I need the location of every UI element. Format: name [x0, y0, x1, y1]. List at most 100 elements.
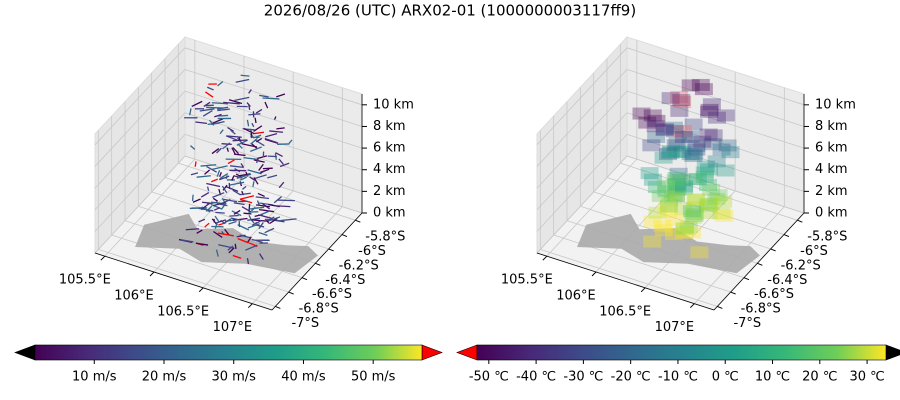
- voxel: [709, 189, 728, 202]
- wind-segment: [223, 101, 240, 105]
- wind-segment: [239, 176, 247, 181]
- wind-segment: [204, 222, 210, 228]
- voxel: [643, 235, 662, 248]
- wind-segment: [229, 214, 239, 217]
- voxel: [699, 197, 718, 210]
- wind-segment: [275, 152, 283, 158]
- wind-segment: [241, 206, 252, 213]
- wind-segment: [258, 209, 275, 213]
- wind-segment: [239, 181, 243, 187]
- wind-segment: [211, 102, 228, 105]
- wind-segment: [209, 119, 215, 126]
- grid-line: [626, 112, 805, 171]
- wind-segment: [217, 108, 230, 112]
- wind-segment: [214, 222, 218, 229]
- wind-segment: [253, 159, 265, 163]
- voxel: [675, 180, 694, 193]
- voxel: [659, 205, 678, 218]
- wind-segment: [275, 219, 285, 223]
- voxel: [669, 167, 688, 180]
- wind-segment: [224, 228, 230, 236]
- wind-segment: [231, 147, 236, 155]
- voxel: [686, 201, 705, 214]
- voxel: [668, 178, 687, 191]
- voxel: [681, 79, 700, 92]
- voxel: [660, 194, 679, 207]
- wind-segment: [180, 239, 194, 243]
- y-tick: [770, 248, 776, 252]
- wind-segment: [229, 181, 245, 186]
- y-tick-label: -6°S: [800, 244, 828, 259]
- wind-segment: [190, 172, 199, 176]
- voxel: [700, 105, 719, 118]
- wind-segment: [202, 201, 211, 204]
- wind-segment: [239, 192, 251, 196]
- wind-segment: [216, 147, 222, 154]
- wind-segment: [212, 192, 225, 198]
- z-tick-label: 10 km: [373, 97, 414, 112]
- voxel: [704, 129, 723, 142]
- wind-segment: [239, 234, 251, 239]
- voxel: [666, 189, 685, 202]
- wind-segment: [258, 231, 268, 236]
- y-tick: [355, 219, 361, 223]
- wind-segment: [212, 197, 219, 202]
- grid-line: [94, 155, 186, 254]
- voxel: [665, 121, 684, 134]
- voxel: [646, 120, 665, 133]
- wind-segment: [273, 116, 277, 120]
- grid-line: [164, 177, 343, 235]
- wind-segment: [192, 198, 201, 203]
- colorbar-under: [14, 344, 36, 361]
- x-tick-label: 107°E: [655, 320, 695, 335]
- voxel: [691, 78, 710, 91]
- wind-segment: [195, 121, 208, 125]
- voxel: [687, 143, 706, 156]
- wind-segment: [241, 185, 247, 190]
- voxel: [655, 124, 674, 137]
- wind-segment: [232, 254, 242, 259]
- z-tick-label: 10 km: [815, 97, 856, 112]
- wind-segment: [274, 205, 291, 208]
- grid-line: [104, 158, 196, 257]
- grid-line: [595, 174, 687, 273]
- wind-segment: [214, 215, 220, 222]
- y-tick: [717, 305, 723, 309]
- voxel: [667, 190, 686, 203]
- wind-segment: [276, 93, 286, 98]
- wind-segment: [254, 174, 267, 180]
- wind-segment: [216, 170, 221, 177]
- wind-segment: [246, 236, 252, 243]
- x-tick: [591, 271, 597, 277]
- voxel: [685, 209, 704, 222]
- wind-segment: [249, 176, 256, 181]
- y-tick: [783, 234, 790, 238]
- voxel: [695, 171, 714, 184]
- voxel: [679, 220, 698, 233]
- wind-segment: [210, 203, 223, 210]
- wind-segment: [195, 242, 209, 246]
- wind-segment: [211, 178, 218, 183]
- wind-segment: [215, 211, 225, 214]
- voxel: [666, 174, 685, 187]
- land: [135, 213, 318, 274]
- voxel: [643, 173, 662, 186]
- grid-line: [94, 134, 186, 232]
- wind-segment: [215, 249, 219, 257]
- x-tick-label: 106.5°E: [157, 304, 209, 319]
- voxel: [686, 194, 705, 207]
- voxel: [716, 164, 735, 177]
- y-tick-label: -6.8°S: [741, 302, 781, 317]
- wind-segment: [259, 94, 269, 98]
- wind-segment: [255, 204, 270, 208]
- y-tick: [757, 262, 763, 266]
- voxel: [665, 228, 684, 241]
- wind-segment: [265, 132, 278, 138]
- voxel: [673, 146, 692, 159]
- y-tick-label: -7°S: [291, 316, 319, 331]
- wind-segment: [219, 129, 224, 135]
- z-tick-label: 8 km: [815, 119, 848, 134]
- voxel: [685, 208, 704, 221]
- grid-line: [626, 133, 805, 192]
- wind-segment: [269, 218, 278, 225]
